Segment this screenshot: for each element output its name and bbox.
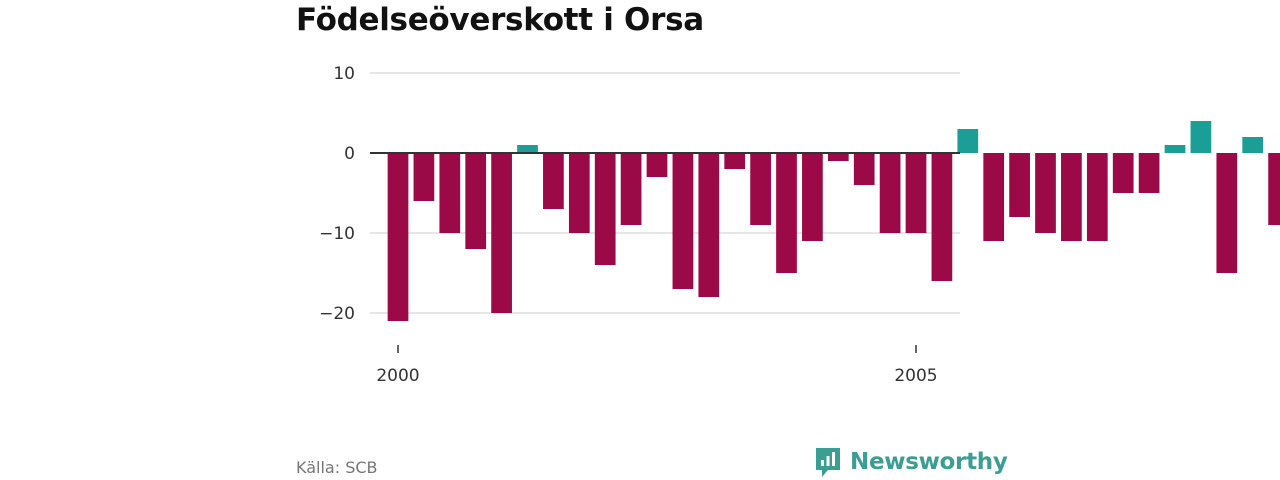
x-tick-label: 2000 [376,366,419,386]
bar [387,153,409,321]
y-tick-label: 10 [333,64,355,84]
bar [1164,145,1186,153]
bar [724,153,746,169]
y-tick-label: −10 [319,224,355,244]
bar [802,153,823,241]
bar [465,153,487,249]
chart-title: Födelseöverskott i Orsa [296,2,704,38]
brand: Newsworthy [814,446,1008,478]
bar [1009,153,1030,217]
bar [672,153,694,289]
bar [594,153,616,265]
bar [983,153,1005,241]
bar [1268,153,1280,225]
bar [1035,153,1056,233]
bar [491,153,512,313]
source-label: Källa: SCB [296,458,378,477]
bar [1061,153,1082,241]
bar [957,129,979,153]
bar [879,153,901,233]
bar [931,153,953,281]
bar [1216,153,1238,273]
bar [568,153,590,233]
bar [905,153,927,233]
bar [1086,153,1108,241]
bar [853,153,875,185]
bar [1138,153,1160,193]
bar [776,153,797,273]
bar [1190,121,1212,153]
bar [646,153,668,177]
y-tick-label: −20 [319,304,355,324]
bar [1112,153,1134,193]
bar [543,153,564,209]
newsworthy-logo-icon [816,448,840,477]
bar [517,145,538,153]
bar [413,153,435,201]
bar [750,153,771,225]
bar [620,153,642,225]
bar [439,153,461,233]
brand-name: Newsworthy [850,449,1008,475]
x-tick-label: 2005 [894,366,937,386]
bar [827,153,849,161]
bar [1242,137,1264,153]
y-tick-label: 0 [344,144,355,164]
bar [698,153,720,297]
